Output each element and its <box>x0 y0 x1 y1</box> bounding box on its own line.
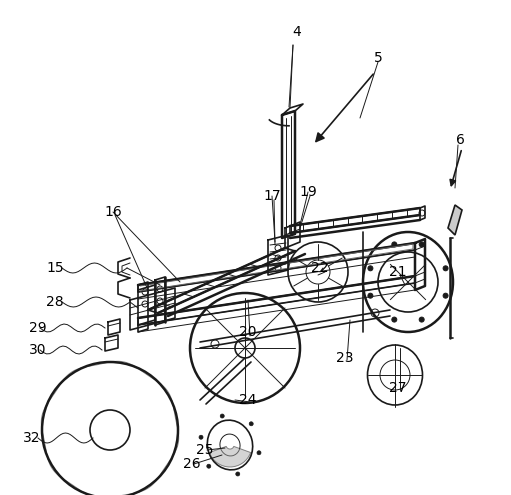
Text: 22: 22 <box>311 261 329 275</box>
Text: 28: 28 <box>46 295 64 309</box>
Wedge shape <box>210 446 251 467</box>
Text: 4: 4 <box>293 25 301 39</box>
Circle shape <box>419 317 424 322</box>
Circle shape <box>249 422 253 426</box>
Text: 15: 15 <box>46 261 64 275</box>
Text: 32: 32 <box>23 431 41 445</box>
Circle shape <box>207 464 211 468</box>
Circle shape <box>443 293 448 298</box>
Circle shape <box>257 451 261 455</box>
Text: 26: 26 <box>183 457 201 471</box>
Circle shape <box>368 293 373 298</box>
Polygon shape <box>448 205 462 235</box>
Circle shape <box>392 317 397 322</box>
Text: 25: 25 <box>196 443 214 457</box>
Circle shape <box>392 242 397 247</box>
Text: 27: 27 <box>389 381 407 395</box>
Text: 21: 21 <box>389 265 407 279</box>
Text: 24: 24 <box>239 393 257 407</box>
Circle shape <box>419 242 424 247</box>
Circle shape <box>236 472 240 476</box>
Circle shape <box>199 435 203 439</box>
Text: 20: 20 <box>239 325 257 339</box>
Circle shape <box>220 414 224 418</box>
Circle shape <box>368 266 373 271</box>
Text: 6: 6 <box>456 133 464 147</box>
Text: 29: 29 <box>29 321 47 335</box>
Text: 16: 16 <box>104 205 122 219</box>
Text: 5: 5 <box>374 51 382 65</box>
Text: 30: 30 <box>29 343 47 357</box>
Text: 17: 17 <box>263 189 281 203</box>
Circle shape <box>443 266 448 271</box>
Text: 19: 19 <box>299 185 317 199</box>
Text: 23: 23 <box>336 351 354 365</box>
